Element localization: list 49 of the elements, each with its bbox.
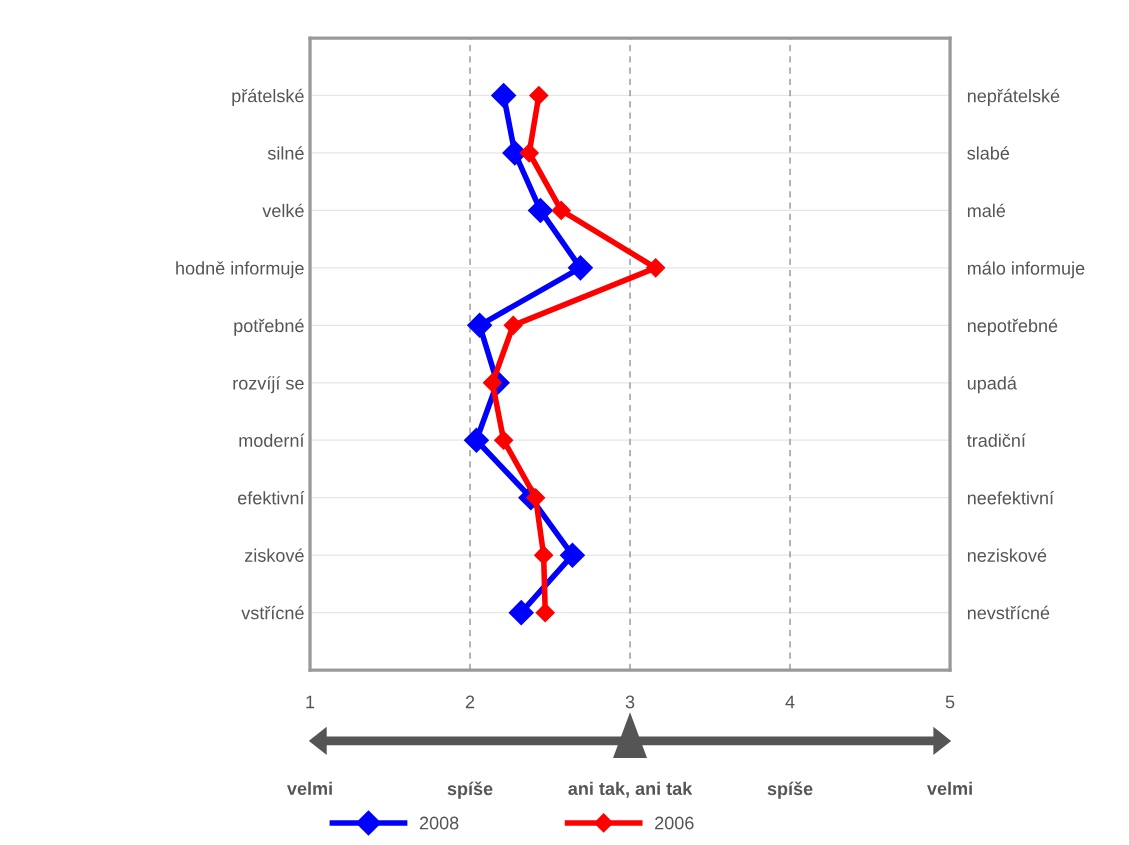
point — [463, 427, 489, 453]
y2-tick-label: nevstřícné — [967, 605, 1050, 620]
legend-label: 2008 — [419, 816, 459, 830]
point — [527, 197, 553, 223]
point — [559, 542, 585, 568]
y-tick-label: efektivní — [238, 490, 305, 505]
text: ani tak, ani tak — [568, 781, 693, 798]
y-tick-label: rozvíjí se — [233, 376, 304, 394]
y2-tick-label: neefektivní — [967, 490, 1054, 505]
y-tick-label: silné — [267, 146, 304, 160]
y2-tick-label: málo informuje — [967, 261, 1085, 279]
point — [467, 312, 493, 338]
point — [482, 373, 502, 393]
y2-tick-label: slabé — [967, 146, 1010, 160]
x-tick-label: 3 — [625, 695, 635, 709]
y-tick-label: ziskové — [244, 548, 304, 562]
y-tick-label: moderní — [239, 433, 305, 447]
point — [508, 600, 534, 626]
point — [535, 603, 555, 623]
text: spíše — [447, 781, 493, 799]
point — [494, 430, 514, 450]
y2-tick-label: nepřátelské — [967, 88, 1060, 106]
text: velmi — [927, 781, 972, 796]
point — [526, 488, 546, 508]
x-tick-label: 1 — [306, 695, 315, 709]
text: velmi — [287, 781, 332, 796]
legend-label: 2006 — [655, 816, 694, 830]
point — [534, 545, 554, 565]
x-tick-label: 5 — [945, 695, 955, 709]
y2-tick-label: upadá — [967, 376, 1017, 394]
y-tick-label: přátelské — [232, 88, 304, 106]
point — [529, 85, 549, 106]
y2-tick-label: nepotřebné — [967, 318, 1058, 336]
text: spíše — [767, 781, 813, 799]
y2-tick-label: malé — [967, 203, 1006, 218]
y2-tick-label: neziskové — [967, 548, 1047, 562]
y-tick-label: velké — [262, 203, 304, 218]
point — [551, 200, 571, 220]
point — [491, 83, 517, 108]
y-tick-label: vstřícné — [241, 605, 304, 620]
x-tick-label: 4 — [785, 695, 795, 709]
point — [503, 315, 523, 335]
point — [519, 143, 539, 163]
y-tick-label: hodně informuje — [176, 261, 304, 279]
point — [646, 258, 666, 278]
y-tick-label: potřebné — [234, 318, 304, 336]
y2-tick-label: tradiční — [966, 433, 1026, 447]
x-tick-label: 2 — [465, 695, 475, 709]
point — [567, 255, 593, 281]
